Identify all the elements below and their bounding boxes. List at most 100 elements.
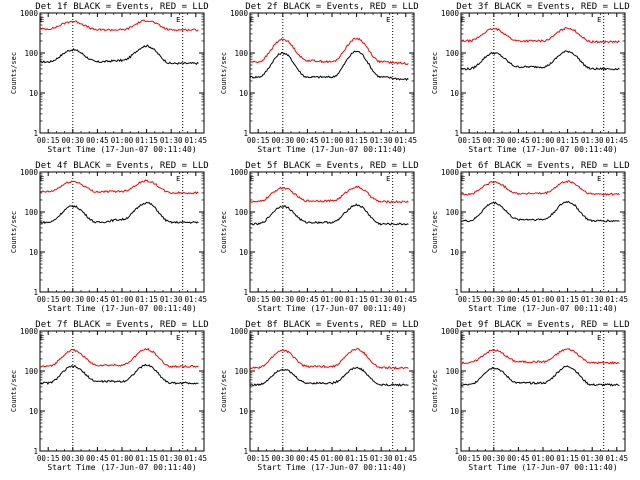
annotation-e: E [461,16,465,24]
series-line-lld [249,37,409,65]
y-tick-label: 100 [445,208,459,217]
panel-title: Det 6f BLACK = Events, RED = LLD [456,161,629,171]
annotation-e: E [250,175,254,183]
x-tick-label: 01:30 [160,136,183,145]
x-tick-label: 01:30 [370,454,393,463]
y-tick-label: 1 [243,447,248,456]
x-axis-label: Start Time (17-Jun-07 00:11:40) [257,304,406,313]
series-line-lld [39,347,199,369]
series-line-events [249,366,409,387]
annotation-e: E [176,16,180,24]
y-tick-label: 1 [243,288,248,297]
y-tick-label: 10 [450,407,460,416]
x-tick-label: 01:30 [370,295,393,304]
panel-1: Det 1f BLACK = Events, RED = LLD 1 10 100 10… [10,2,209,154]
y-axis-label: Counts/sec [431,52,439,94]
y-tick-label: 1000 [230,168,249,177]
panel-3: Det 3f BLACK = Events, RED = LLD 1 10 100 10… [431,2,630,154]
x-tick-label: 00:45 [507,136,530,145]
series-line-lld [39,19,199,32]
x-tick-label: 01:45 [395,136,418,145]
x-tick-label: 00:30 [62,454,85,463]
x-tick-label: 01:15 [135,454,158,463]
x-tick-label: 00:30 [62,295,85,304]
y-tick-label: 100 [234,49,248,58]
y-axis-label: Counts/sec [10,370,18,412]
annotation-e: E [176,175,180,183]
x-axis-label: Start Time (17-Jun-07 00:11:40) [468,145,617,154]
series-line-lld [460,26,620,44]
x-axis-label: Start Time (17-Jun-07 00:11:40) [257,463,406,472]
x-tick-label: 01:00 [532,136,555,145]
y-tick-label: 100 [234,367,248,376]
x-tick-label: 00:15 [458,136,481,145]
y-tick-label: 10 [239,248,249,257]
y-tick-label: 100 [234,208,248,217]
x-tick-label: 01:15 [556,295,579,304]
panel-title: Det 5f BLACK = Events, RED = LLD [245,161,418,171]
x-tick-label: 01:00 [321,454,344,463]
x-tick-label: 00:30 [272,295,295,304]
series-line-lld [39,179,199,195]
x-tick-label: 00:45 [86,454,109,463]
panel-title: Det 1f BLACK = Events, RED = LLD [35,2,208,12]
y-axis-label: Counts/sec [10,52,18,94]
annotation-e: E [176,334,180,342]
y-tick-label: 1 [454,129,459,138]
panel-4: Det 4f BLACK = Events, RED = LLD 1 10 100 10… [10,161,209,313]
annotation-e: E [386,175,390,183]
y-tick-label: 1000 [230,327,249,336]
x-tick-label: 01:15 [135,295,158,304]
x-tick-label: 01:30 [581,136,604,145]
y-tick-label: 1000 [230,9,249,18]
series-line-events [249,50,409,82]
x-tick-label: 00:45 [296,136,319,145]
x-tick-label: 01:00 [111,295,134,304]
panel-title: Det 2f BLACK = Events, RED = LLD [245,2,418,12]
series-line-events [39,363,199,386]
y-tick-label: 1 [454,288,459,297]
y-axis-label: Counts/sec [431,370,439,412]
x-axis-label: Start Time (17-Jun-07 00:11:40) [468,463,617,472]
annotation-e: E [40,334,44,342]
x-tick-label: 01:45 [606,136,629,145]
series-line-lld [249,185,409,204]
y-tick-label: 10 [29,407,39,416]
x-tick-label: 00:15 [37,454,60,463]
x-tick-label: 00:15 [458,295,481,304]
x-tick-label: 00:15 [247,136,270,145]
x-tick-label: 00:15 [37,295,60,304]
x-tick-label: 01:15 [345,136,368,145]
x-axis-label: Start Time (17-Jun-07 00:11:40) [257,145,406,154]
annotation-e: E [40,16,44,24]
y-tick-label: 10 [239,89,249,98]
y-axis-label: Counts/sec [10,211,18,253]
series-line-lld [249,347,409,370]
x-tick-label: 01:15 [556,136,579,145]
x-tick-label: 01:30 [370,136,393,145]
annotation-e: E [597,16,601,24]
panel-title: Det 7f BLACK = Events, RED = LLD [35,320,208,330]
y-axis-label: Counts/sec [220,211,228,253]
panel-title: Det 3f BLACK = Events, RED = LLD [456,2,629,12]
x-tick-label: 00:15 [458,454,481,463]
annotation-e: E [386,16,390,24]
y-tick-label: 10 [239,407,249,416]
x-tick-label: 01:30 [160,454,183,463]
panel-7: Det 7f BLACK = Events, RED = LLD 1 10 100 10… [10,320,209,472]
panel-5: Det 5f BLACK = Events, RED = LLD 1 10 100 10… [220,161,419,313]
y-tick-label: 1000 [20,327,39,336]
x-axis-label: Start Time (17-Jun-07 00:11:40) [468,304,617,313]
x-tick-label: 00:45 [296,454,319,463]
x-tick-label: 00:45 [507,454,530,463]
x-tick-label: 00:30 [62,136,85,145]
series-line-events [460,365,620,387]
x-tick-label: 01:00 [532,295,555,304]
x-tick-label: 00:15 [37,136,60,145]
series-line-events [460,200,620,223]
series-line-events [39,201,199,225]
panel-6: Det 6f BLACK = Events, RED = LLD 1 10 100 10… [431,161,630,313]
x-tick-label: 01:45 [185,454,208,463]
x-tick-label: 01:00 [321,136,344,145]
